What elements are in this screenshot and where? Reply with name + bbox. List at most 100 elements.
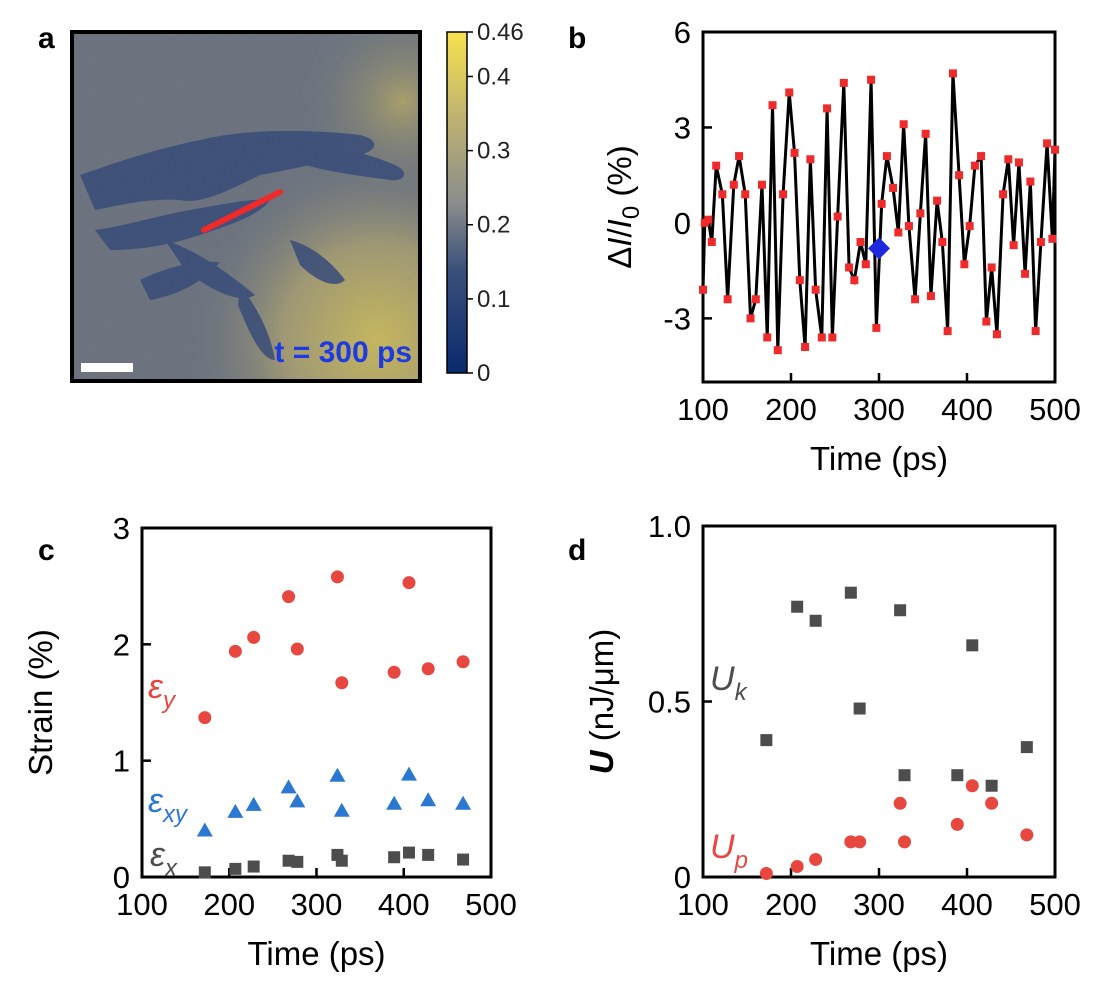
data-point: [795, 276, 804, 285]
data-point: [877, 199, 886, 208]
data-point: [965, 222, 974, 231]
series-label-main: ε: [148, 782, 164, 820]
data-point: [400, 766, 417, 781]
data-point: [950, 817, 964, 831]
data-point: [704, 215, 713, 224]
data-point: [921, 129, 930, 138]
plot-b-area: 100 200 300 400 500 6 3 0 -3 Time (ps) ΔI/I0 (%): [601, 15, 1081, 477]
colorbar-tick-label: 0.3: [477, 138, 510, 165]
y-tick-label: 6: [674, 15, 691, 50]
data-point: [951, 769, 964, 782]
series-label: εx: [150, 836, 178, 882]
data-point: [768, 101, 777, 110]
y-tick-label: -3: [663, 301, 691, 336]
data-point: [898, 835, 912, 849]
data-point: [282, 590, 296, 604]
data-point: [985, 779, 998, 792]
data-point: [402, 576, 416, 590]
panel-a-letter: a: [38, 22, 55, 55]
data-point: [330, 570, 344, 584]
colorbar-tick-label: 0: [477, 360, 490, 387]
map-frame: [70, 30, 422, 383]
data-point: [422, 848, 435, 861]
time-stamp-label: t = 300 ps: [274, 336, 412, 369]
colorbar-ticks: 0.46 0.4 0.3 0.2 0.1 0: [467, 19, 524, 387]
data-point: [966, 639, 979, 652]
x-tick-label: 500: [465, 887, 517, 922]
data-point: [904, 222, 913, 231]
data-point: [457, 853, 470, 866]
data-point: [757, 180, 766, 189]
data-point: [735, 152, 744, 161]
data-point: [856, 238, 865, 246]
data-point: [861, 260, 870, 269]
highlight-point: [868, 237, 890, 260]
x-tick-label: 200: [765, 887, 817, 922]
data-point: [977, 152, 986, 161]
data-point: [420, 792, 437, 807]
data-point: [844, 586, 857, 599]
data-point: [933, 196, 942, 205]
data-point: [751, 295, 760, 304]
colorbar-tick-label: 0.46: [477, 19, 524, 46]
data-point: [699, 285, 707, 294]
data-point: [290, 642, 304, 656]
data-point: [817, 333, 826, 342]
data-point: [1021, 269, 1030, 278]
data-point: [329, 767, 346, 782]
data-point: [228, 644, 242, 658]
colorbar-tick-label: 0.2: [477, 212, 510, 239]
data-point: [926, 292, 935, 301]
data-point: [790, 148, 799, 157]
data-point: [333, 802, 350, 817]
line-profile-marker: [201, 189, 283, 233]
data-point: [889, 183, 898, 192]
data-point: [943, 327, 952, 336]
data-point: [229, 862, 242, 875]
data-point: [960, 260, 969, 269]
data-point: [955, 171, 964, 180]
data-point: [1020, 741, 1033, 754]
data-point: [763, 333, 772, 342]
data-point: [707, 238, 716, 246]
data-point: [899, 120, 908, 129]
panel-b-letter: b: [568, 22, 586, 55]
series-label-sub: xy: [162, 801, 189, 828]
data-point: [811, 285, 820, 294]
data-point: [245, 796, 262, 811]
data-point: [1048, 234, 1057, 243]
data-point: [773, 346, 782, 355]
y-axis-title: Strain (%): [22, 629, 59, 776]
x-tick-label: 100: [677, 887, 729, 922]
data-point: [779, 190, 788, 199]
data-point: [893, 796, 907, 810]
data-point: [801, 343, 810, 351]
series-label: Uk: [710, 660, 749, 706]
data-point: [894, 604, 907, 617]
data-point: [1009, 241, 1018, 250]
series-label-main: U: [710, 828, 735, 866]
data-point: [227, 803, 244, 818]
colorbar: [446, 31, 468, 374]
data-point: [845, 263, 854, 272]
data-point: [1014, 158, 1023, 167]
x-axis-title: Time (ps): [247, 935, 385, 972]
colorbar-tick-label: 0.1: [477, 286, 510, 313]
data-point: [970, 161, 979, 170]
data-point: [839, 78, 848, 87]
series-line: [703, 73, 1055, 351]
panel-c-letter: c: [38, 534, 55, 567]
data-point: [1031, 327, 1040, 336]
series-label: εxy: [148, 782, 189, 828]
data-point: [791, 600, 804, 613]
data-point: [247, 630, 261, 644]
data-point: [335, 676, 349, 690]
x-tick-label: 300: [291, 887, 343, 922]
data-point: [809, 614, 822, 627]
data-point: [718, 190, 727, 199]
series-label-sub: y: [161, 687, 177, 714]
plot-frame: [701, 524, 1057, 879]
data-point: [1036, 238, 1045, 246]
data-point: [898, 769, 911, 782]
